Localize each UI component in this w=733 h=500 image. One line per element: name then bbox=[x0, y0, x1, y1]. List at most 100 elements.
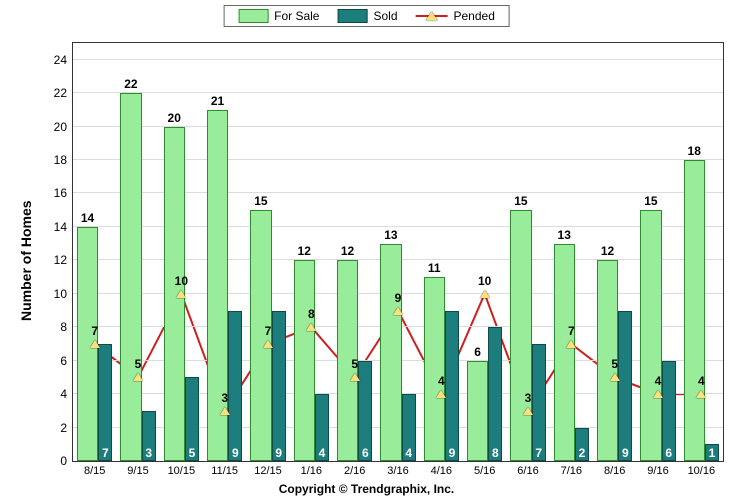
x-tick: 3/16 bbox=[387, 461, 408, 477]
pended-value-label: 10 bbox=[478, 274, 491, 288]
for-sale-value-label: 11 bbox=[428, 261, 441, 275]
pended-marker bbox=[610, 373, 620, 381]
for-sale-value-label: 15 bbox=[514, 194, 527, 208]
y-tick: 6 bbox=[60, 354, 73, 368]
pended-marker bbox=[566, 340, 576, 348]
for-sale-value-label: 15 bbox=[644, 194, 657, 208]
sold-value-label: 8 bbox=[492, 446, 499, 460]
for-sale-value-label: 12 bbox=[298, 244, 311, 258]
pended-value-label: 4 bbox=[438, 374, 445, 388]
legend-item-pended: Pended bbox=[416, 9, 495, 23]
pended-value-label: 5 bbox=[611, 357, 618, 371]
sold-bar bbox=[228, 311, 242, 461]
legend-label: For Sale bbox=[274, 9, 319, 23]
y-tick: 18 bbox=[54, 153, 73, 167]
y-tick: 2 bbox=[60, 421, 73, 435]
for-sale-bar bbox=[294, 260, 315, 461]
for-sale-bar bbox=[424, 277, 445, 461]
pended-value-label: 7 bbox=[91, 324, 98, 338]
for-sale-value-label: 13 bbox=[558, 228, 571, 242]
sold-bar bbox=[532, 344, 546, 461]
for-sale-value-label: 22 bbox=[124, 77, 137, 91]
pended-marker bbox=[393, 307, 403, 315]
pended-marker bbox=[263, 340, 273, 348]
y-tick: 8 bbox=[60, 320, 73, 334]
y-tick: 4 bbox=[60, 387, 73, 401]
pended-marker bbox=[350, 373, 360, 381]
x-tick: 5/16 bbox=[474, 461, 495, 477]
pended-marker bbox=[696, 390, 706, 398]
for-sale-value-label: 13 bbox=[384, 228, 397, 242]
x-tick: 4/16 bbox=[431, 461, 452, 477]
for-sale-value-label: 14 bbox=[81, 211, 94, 225]
chart-container: For Sale Sold Pended 0246810121416182022… bbox=[0, 0, 733, 500]
x-tick: 8/15 bbox=[84, 461, 105, 477]
pended-marker bbox=[436, 390, 446, 398]
pended-value-label: 3 bbox=[525, 391, 532, 405]
y-tick: 0 bbox=[60, 454, 73, 468]
y-tick: 16 bbox=[54, 186, 73, 200]
for-sale-bar bbox=[467, 361, 488, 461]
sold-value-label: 1 bbox=[709, 446, 716, 460]
pended-marker bbox=[90, 340, 100, 348]
pended-value-label: 4 bbox=[655, 374, 662, 388]
legend: For Sale Sold Pended bbox=[223, 5, 510, 27]
pended-marker bbox=[133, 373, 143, 381]
x-tick: 10/15 bbox=[168, 461, 196, 477]
pended-marker bbox=[220, 407, 230, 415]
copyright-text: Copyright © Trendgraphix, Inc. bbox=[279, 482, 455, 496]
sold-value-label: 7 bbox=[102, 446, 109, 460]
y-tick: 22 bbox=[54, 86, 73, 100]
pended-value-label: 10 bbox=[175, 274, 188, 288]
sold-bar bbox=[445, 311, 459, 461]
sold-bar bbox=[98, 344, 112, 461]
sold-bar bbox=[272, 311, 286, 461]
sold-bar bbox=[488, 327, 502, 461]
pended-value-label: 5 bbox=[351, 357, 358, 371]
for-sale-bar bbox=[554, 244, 575, 461]
pended-marker bbox=[176, 290, 186, 298]
sold-value-label: 7 bbox=[535, 446, 542, 460]
for-sale-bar bbox=[640, 210, 661, 461]
pended-swatch bbox=[416, 10, 448, 22]
for-sale-value-label: 12 bbox=[341, 244, 354, 258]
pended-value-label: 7 bbox=[568, 324, 575, 338]
for-sale-bar bbox=[510, 210, 531, 461]
pended-value-label: 9 bbox=[395, 291, 402, 305]
sold-value-label: 9 bbox=[232, 446, 239, 460]
x-tick: 9/15 bbox=[127, 461, 148, 477]
for-sale-bar bbox=[380, 244, 401, 461]
for-sale-value-label: 6 bbox=[474, 345, 481, 359]
sold-value-label: 5 bbox=[189, 446, 196, 460]
y-tick: 14 bbox=[54, 220, 73, 234]
x-tick: 1/16 bbox=[301, 461, 322, 477]
pended-marker bbox=[306, 323, 316, 331]
x-tick: 9/16 bbox=[647, 461, 668, 477]
for-sale-bar bbox=[120, 93, 141, 461]
pended-value-label: 5 bbox=[135, 357, 142, 371]
pended-value-label: 3 bbox=[221, 391, 228, 405]
for-sale-swatch bbox=[238, 9, 268, 23]
x-tick: 2/16 bbox=[344, 461, 365, 477]
sold-value-label: 4 bbox=[405, 446, 412, 460]
sold-value-label: 6 bbox=[665, 446, 672, 460]
y-tick: 10 bbox=[54, 287, 73, 301]
plot-area: 0246810121416182022241478/152239/1520510… bbox=[72, 42, 724, 462]
x-tick: 8/16 bbox=[604, 461, 625, 477]
legend-label: Sold bbox=[373, 9, 397, 23]
for-sale-bar bbox=[684, 160, 705, 461]
x-tick: 7/16 bbox=[561, 461, 582, 477]
x-tick: 12/15 bbox=[254, 461, 282, 477]
sold-value-label: 2 bbox=[579, 446, 586, 460]
sold-value-label: 9 bbox=[449, 446, 456, 460]
y-axis-label: Number of Homes bbox=[18, 200, 34, 321]
for-sale-value-label: 20 bbox=[168, 111, 181, 125]
sold-swatch bbox=[337, 9, 367, 23]
x-tick: 10/16 bbox=[688, 461, 716, 477]
pended-marker bbox=[653, 390, 663, 398]
pended-marker bbox=[523, 407, 533, 415]
pended-value-label: 8 bbox=[308, 307, 315, 321]
sold-bar bbox=[618, 311, 632, 461]
for-sale-value-label: 12 bbox=[601, 244, 614, 258]
legend-item-sold: Sold bbox=[337, 9, 397, 23]
